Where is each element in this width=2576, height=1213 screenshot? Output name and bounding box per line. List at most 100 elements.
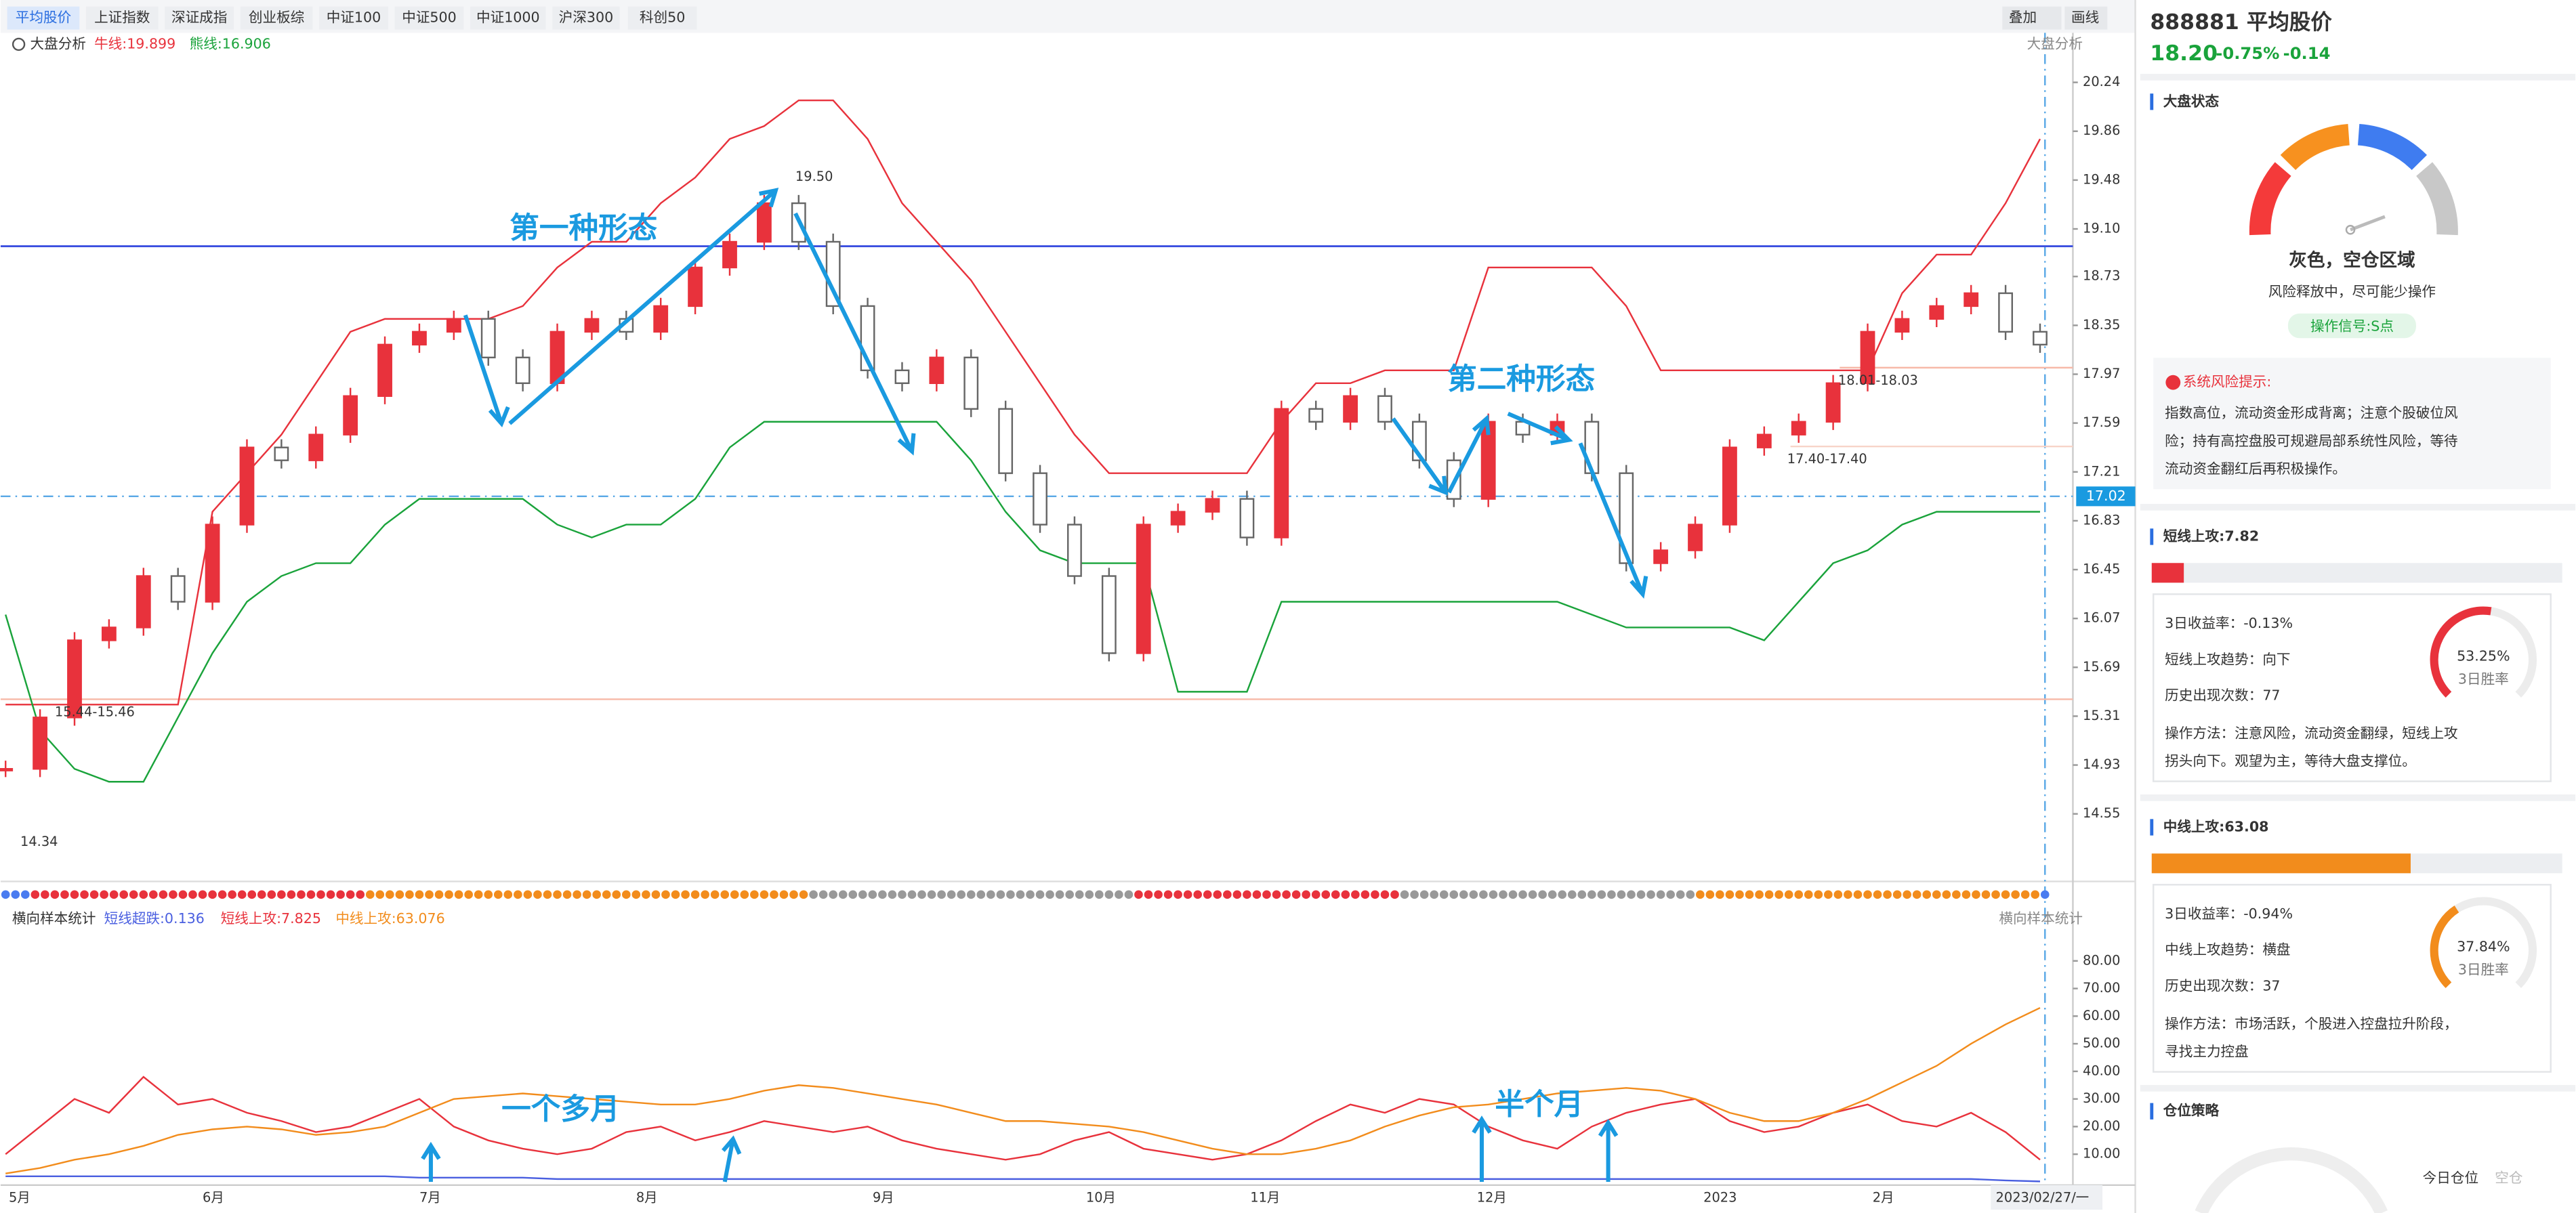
tab[interactable] xyxy=(7,6,80,30)
candle xyxy=(1136,524,1151,654)
tab-label: 中证100 xyxy=(327,9,381,26)
tab-label: 沪深300 xyxy=(559,9,614,26)
separator xyxy=(2140,504,2576,511)
state-dot xyxy=(1163,890,1173,899)
tab[interactable] xyxy=(552,6,620,30)
state-dot xyxy=(2011,890,2020,899)
tab[interactable] xyxy=(165,6,234,30)
y-tick-label: 70.00 xyxy=(2083,980,2120,996)
last-price-label: 17.02 xyxy=(2086,488,2126,504)
tab[interactable] xyxy=(85,6,159,30)
candle xyxy=(33,717,48,770)
candle xyxy=(1964,292,1979,307)
change: -0.14 xyxy=(2283,44,2331,63)
line xyxy=(5,99,2041,706)
side-panel: 888881 平均股价 18.20 -0.75% -0.14 大盘状态 灰色，空… xyxy=(2140,10,2576,1213)
toolbar-button[interactable] xyxy=(2002,6,2062,30)
state-dot xyxy=(1016,890,1025,899)
stat-text: 中线上攻趋势：横盘 xyxy=(2165,941,2290,958)
state-dot xyxy=(346,890,355,899)
tabs: 平均股价 上证指数 深证成指 创业板综 中证100 中证500 中证1000 沪深300 科创5… xyxy=(7,6,697,30)
state-dot xyxy=(41,890,49,899)
tab[interactable] xyxy=(240,6,313,30)
state-dot xyxy=(976,890,986,899)
collapse-icon[interactable] xyxy=(12,37,26,51)
tab-label: 中证500 xyxy=(402,9,457,26)
state-dot xyxy=(1400,890,1409,899)
state-dot xyxy=(937,890,946,899)
candle xyxy=(205,524,220,603)
x-label: 7月 xyxy=(419,1190,441,1206)
risk-box xyxy=(2153,358,2551,490)
y-tick-label: 18.73 xyxy=(2083,268,2120,284)
heading-bar xyxy=(2150,1103,2154,1120)
candle xyxy=(1756,433,1772,448)
tab-label: 中证1000 xyxy=(476,9,540,26)
state-dot xyxy=(464,890,473,899)
stat-text: 操作方法：市场活跃，个股进入控盘拉升阶段， xyxy=(2165,1015,2457,1031)
state-dot xyxy=(838,890,848,899)
state-dot xyxy=(1538,890,1547,899)
candle xyxy=(1033,472,1047,526)
state-dot xyxy=(188,890,197,899)
state-dot xyxy=(297,890,306,899)
candle xyxy=(480,318,496,359)
x-label: 12月 xyxy=(1477,1190,1507,1206)
y-tick-label: 19.10 xyxy=(2083,221,2120,236)
state-dot xyxy=(523,890,533,899)
state-dot xyxy=(1489,890,1498,899)
state-dot xyxy=(109,890,119,899)
risk-text: 指数高位，流动资金形成背离；注意个股破位风 xyxy=(2165,405,2457,421)
state-note: 风险释放中，尽可能少操作 xyxy=(2268,283,2436,299)
state-dot xyxy=(1469,890,1478,899)
state-dot xyxy=(740,890,749,899)
state-dot xyxy=(1085,890,1094,899)
candle xyxy=(446,318,461,333)
state-dot xyxy=(1814,890,1823,899)
state-dot xyxy=(1035,890,1045,899)
main-chart: 20.24 19.86 19.48 19.10 18.73 18.35 17.97 17.59… xyxy=(0,74,2136,821)
gauge-value: 53.25% xyxy=(2457,647,2510,664)
tab[interactable] xyxy=(319,6,388,30)
state-dot xyxy=(1587,890,1596,899)
risk-heading: 系统风险提示: xyxy=(2183,374,2272,390)
state-dot xyxy=(129,890,138,899)
state-dot xyxy=(247,890,257,899)
state-dot xyxy=(1311,890,1321,899)
stat-box xyxy=(2152,884,2552,1073)
state-dot xyxy=(1686,890,1695,899)
state-dot xyxy=(1804,890,1813,899)
toolbar-button[interactable] xyxy=(2064,6,2108,30)
state-dot xyxy=(415,890,424,899)
x-label: 9月 xyxy=(873,1190,894,1206)
state-dot xyxy=(1833,890,1843,899)
line xyxy=(5,1006,2041,1174)
state-dot xyxy=(1528,890,1537,899)
chart-title: 大盘分析 xyxy=(30,35,86,51)
candle xyxy=(1239,498,1255,538)
state-dot xyxy=(1203,890,1212,899)
state-dot xyxy=(405,890,414,899)
line xyxy=(5,421,2040,783)
state-dot xyxy=(306,890,316,899)
bar-track xyxy=(2151,563,2562,583)
state-dot xyxy=(198,890,207,899)
candle xyxy=(1101,575,1117,654)
candle xyxy=(1688,524,1703,551)
state-dot xyxy=(642,890,650,899)
state-dots xyxy=(1,890,2050,899)
state-dot xyxy=(1351,890,1360,899)
state-dot xyxy=(829,890,837,899)
candle xyxy=(1791,421,1806,435)
state-dot xyxy=(1193,890,1203,899)
state-dot xyxy=(1449,890,1459,899)
annotation: 第一种形态 xyxy=(510,211,657,245)
tab[interactable] xyxy=(470,6,546,30)
tab[interactable] xyxy=(394,6,464,30)
annotation: 第二种形态 xyxy=(1447,362,1595,396)
state-dot xyxy=(533,890,542,899)
annotation: 一个多月 xyxy=(501,1093,619,1127)
state-dot xyxy=(986,890,995,899)
tab[interactable] xyxy=(627,6,697,30)
stat-text: 历史出现次数：77 xyxy=(2165,687,2280,704)
